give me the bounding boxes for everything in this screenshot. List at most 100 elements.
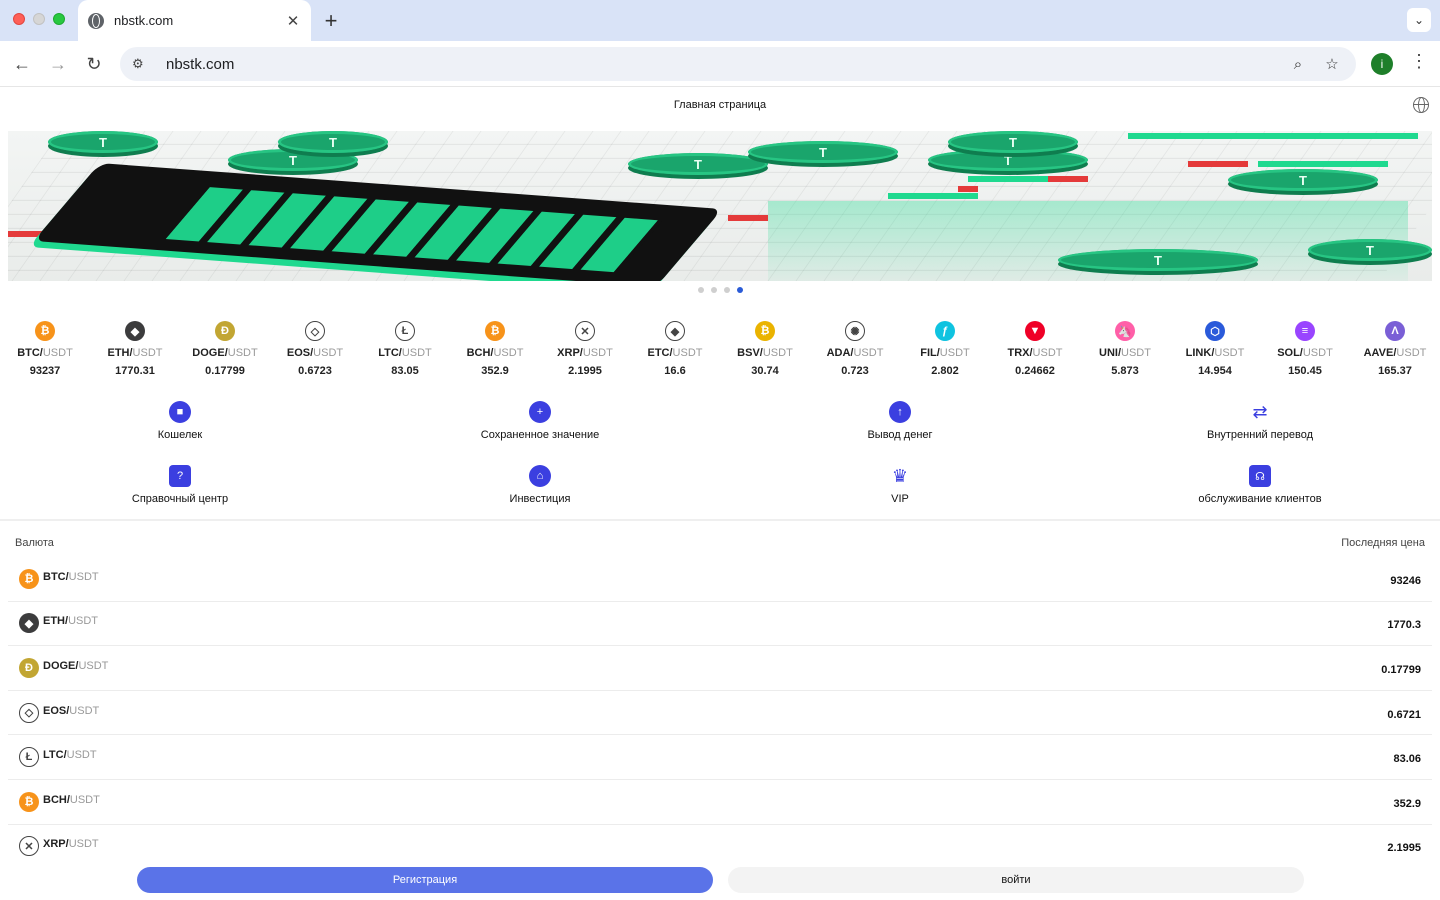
- banner-bar: [8, 231, 48, 237]
- ticker-price: 0.6723: [298, 365, 332, 377]
- xrp-icon: ✕: [575, 321, 595, 341]
- table-row[interactable]: Ł LTC/USDT 83.06: [8, 735, 1432, 780]
- table-row[interactable]: ◇ EOS/USDT 0.6721: [8, 691, 1432, 736]
- reload-icon[interactable]: ↻: [86, 53, 102, 74]
- close-tab-icon[interactable]: ✕: [286, 12, 300, 30]
- site-info-icon[interactable]: ⚙: [132, 56, 144, 71]
- ticker-item-ada[interactable]: ✺ ADA/USDT 0.723: [810, 321, 900, 377]
- ticker-item-eth[interactable]: ◆ ETH/USDT 1770.31: [90, 321, 180, 377]
- bitcoin-sv-icon: ₿: [755, 321, 775, 341]
- url-text[interactable]: nbstk.com: [166, 55, 235, 73]
- ticker-item-sol[interactable]: ≡ SOL/USDT 150.45: [1260, 321, 1350, 377]
- carousel-dot[interactable]: [697, 287, 704, 293]
- quick-menu-item[interactable]: ? Справочный центр: [0, 465, 360, 505]
- table-row[interactable]: ₿ BTC/USDT 93246: [8, 557, 1432, 602]
- carousel-dot[interactable]: [723, 287, 730, 293]
- banner-bar: [1048, 176, 1088, 182]
- language-globe-icon[interactable]: [1413, 97, 1429, 113]
- ticker-item-bch[interactable]: ₿ BCH/USDT 352.9: [450, 321, 540, 377]
- ticker-item-trx[interactable]: ▼ TRX/USDT 0.24662: [990, 321, 1080, 377]
- ticker-price: 165.37: [1378, 365, 1412, 377]
- ticker-item-fil[interactable]: ƒ FIL/USDT 2.802: [900, 321, 990, 377]
- tab-search-button[interactable]: ⌄: [1407, 8, 1431, 32]
- maximize-window-button[interactable]: [53, 13, 65, 25]
- ticker-item-uni[interactable]: 🦄 UNI/USDT 5.873: [1080, 321, 1170, 377]
- minimize-window-button[interactable]: [33, 13, 45, 25]
- ticker-item-doge[interactable]: Ð DOGE/USDT 0.17799: [180, 321, 270, 377]
- quick-menu-label: Кошелек: [157, 429, 203, 441]
- section-divider: [0, 519, 1440, 521]
- row-pair: ETH/USDT: [43, 615, 99, 628]
- customer-service-headset-icon: ☊: [1249, 465, 1271, 487]
- ticker-pair: UNI/USDT: [1099, 347, 1151, 359]
- tether-coin: [748, 141, 898, 163]
- ticker-item-eos[interactable]: ◇ EOS/USDT 0.6723: [270, 321, 360, 377]
- ticker-item-aave[interactable]: Λ AAVE/USDT 165.37: [1350, 321, 1440, 377]
- carousel-dot[interactable]: [710, 287, 717, 293]
- banner-bar: [1188, 161, 1248, 167]
- login-button[interactable]: войти: [728, 867, 1304, 893]
- ticker-pair: FIL/USDT: [920, 347, 970, 359]
- tether-coin: [48, 131, 158, 153]
- browser-tab-bar: nbstk.com ✕ + ⌄: [0, 0, 1440, 41]
- table-row[interactable]: ✕ XRP/USDT 2.1995: [8, 825, 1432, 870]
- quick-menu-item[interactable]: ⇄ Внутренний перевод: [1080, 401, 1440, 442]
- ticker-item-link[interactable]: ⬡ LINK/USDT 14.954: [1170, 321, 1260, 377]
- new-tab-button[interactable]: +: [324, 8, 338, 33]
- filecoin-icon: ƒ: [935, 321, 955, 341]
- browser-tab[interactable]: nbstk.com ✕: [78, 0, 311, 41]
- ticker-price: 1770.31: [115, 365, 155, 377]
- row-currency: ₿ BCH/USDT: [19, 791, 100, 812]
- close-window-button[interactable]: [13, 13, 25, 25]
- bitcoin-icon: ₿: [35, 321, 55, 341]
- quick-menu-item[interactable]: ■ Кошелек: [0, 401, 360, 441]
- quick-menu-item[interactable]: ☊ обслуживание клиентов: [1080, 465, 1440, 505]
- table-row[interactable]: ₿ BCH/USDT 352.9: [8, 780, 1432, 825]
- row-currency: ◇ EOS/USDT: [19, 702, 100, 723]
- ticker-price: 2.1995: [568, 365, 602, 377]
- quick-menu-item[interactable]: + Сохраненное значение: [360, 401, 720, 441]
- dogecoin-icon: Ð: [215, 321, 235, 341]
- row-currency: Ð DOGE/USDT: [19, 657, 108, 678]
- bookmark-star-icon[interactable]: ☆: [1325, 56, 1339, 73]
- table-row[interactable]: Ð DOGE/USDT 0.17799: [8, 646, 1432, 691]
- carousel-dot-active[interactable]: [736, 287, 743, 293]
- help-document-icon: ?: [169, 465, 191, 487]
- quick-menu-item[interactable]: ↑ Вывод денег: [720, 401, 1080, 441]
- ticker-pair: TRX/USDT: [1007, 347, 1063, 359]
- browser-menu-icon[interactable]: ⋮: [1410, 51, 1428, 71]
- row-pair: BCH/USDT: [43, 793, 100, 806]
- ticker-item-etc[interactable]: ◆ ETC/USDT 16.6: [630, 321, 720, 377]
- table-row[interactable]: ◆ ETH/USDT 1770.3: [8, 602, 1432, 647]
- ticker-item-bsv[interactable]: ₿ BSV/USDT 30.74: [720, 321, 810, 377]
- promo-banner[interactable]: [8, 131, 1432, 281]
- ticker-item-btc[interactable]: ₿ BTC/USDT 93237: [0, 321, 90, 377]
- ticker-item-xrp[interactable]: ✕ XRP/USDT 2.1995: [540, 321, 630, 377]
- banner-chart-fade: [768, 201, 1408, 281]
- window-controls: [13, 13, 65, 25]
- ticker-price: 352.9: [481, 365, 509, 377]
- row-last-price: 1770.3: [1387, 619, 1421, 632]
- market-table: ₿ BTC/USDT 93246 ◆ ETH/USDT 1770.3 Ð DOGE/USDT 0…: [8, 557, 1432, 870]
- ticker-pair: ETC/USDT: [647, 347, 703, 359]
- ethereum-icon: ◆: [19, 613, 39, 634]
- ticker-pair: ADA/USDT: [826, 347, 884, 359]
- tether-coin: [278, 131, 388, 153]
- back-arrow-icon[interactable]: ←: [13, 53, 31, 74]
- ethereum-classic-icon: ◆: [665, 321, 685, 341]
- ticker-item-ltc[interactable]: Ł LTC/USDT 83.05: [360, 321, 450, 377]
- profile-avatar[interactable]: i: [1371, 53, 1393, 75]
- zoom-icon[interactable]: ⌕: [1293, 55, 1303, 73]
- ticker-price: 0.723: [841, 365, 869, 377]
- register-button[interactable]: Регистрация: [137, 867, 713, 893]
- quick-menu-item[interactable]: ♛ VIP: [720, 465, 1080, 506]
- quick-menu-label: Справочный центр: [131, 493, 229, 505]
- quick-menu-item[interactable]: ⌂ Инвестиция: [360, 465, 720, 505]
- forward-arrow-icon[interactable]: →: [49, 53, 67, 74]
- quick-menu-label: Инвестиция: [509, 493, 571, 505]
- address-bar[interactable]: ⚙ nbstk.com ⌕ ☆: [120, 47, 1356, 81]
- eos-icon: ◇: [305, 321, 325, 341]
- vip-crown-icon: ♛: [891, 465, 909, 486]
- row-pair: EOS/USDT: [43, 704, 100, 717]
- auth-bar: Регистрация войти: [0, 867, 1440, 900]
